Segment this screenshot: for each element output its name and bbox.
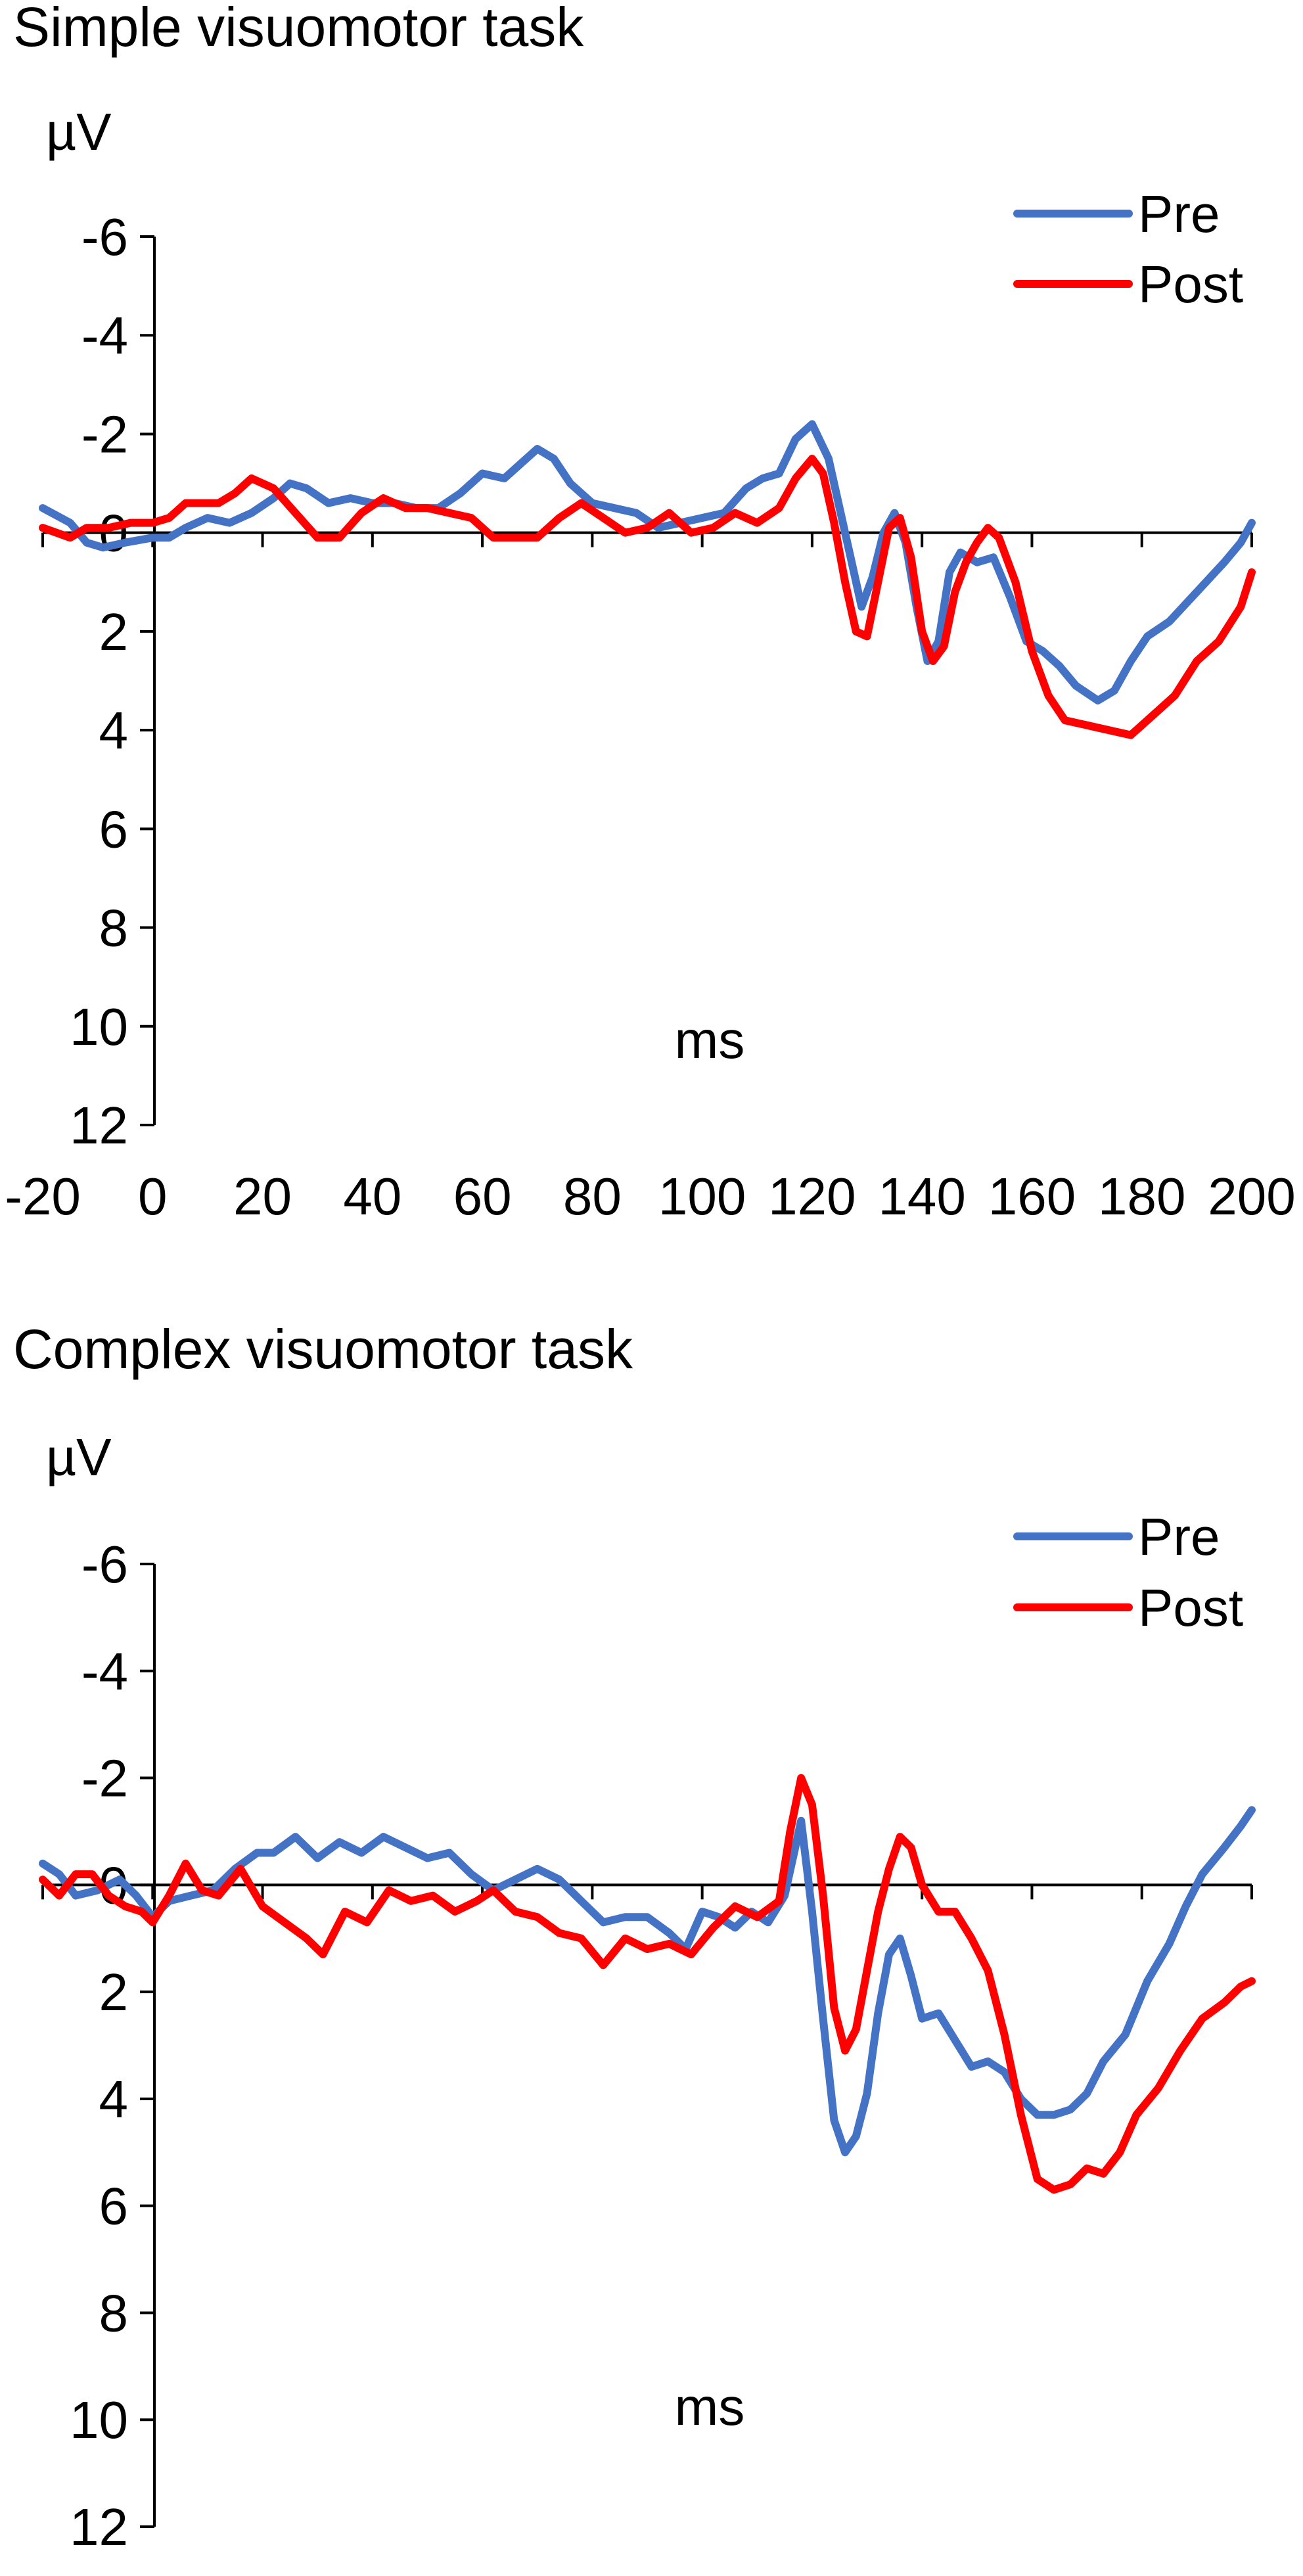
y-tick-label: 10 <box>70 998 128 1056</box>
x-tick-label: 160 <box>988 2567 1076 2576</box>
series-line-pre <box>39 420 1256 704</box>
y-tick-label: 8 <box>99 899 129 957</box>
x-tick-label: 60 <box>453 1167 512 1226</box>
y-tick-label: 8 <box>99 2284 129 2342</box>
x-tick-label: 180 <box>1098 1167 1185 1226</box>
x-tick-label: 120 <box>768 1167 856 1226</box>
chart-title: Complex visuomotor task <box>13 1318 633 1380</box>
x-tick-label: -20 <box>5 2567 81 2576</box>
y-tick-label: 4 <box>99 701 129 760</box>
x-tick-label: 100 <box>658 1167 746 1226</box>
series-line-post <box>39 1774 1256 2194</box>
y-tick-label: -4 <box>81 1642 128 1701</box>
y-tick-label: 12 <box>70 2498 128 2556</box>
x-tick-label: 0 <box>138 1167 168 1226</box>
y-tick-label: 4 <box>99 2070 129 2128</box>
x-tick-label: 40 <box>343 1167 401 1226</box>
x-tick-label: 200 <box>1208 2567 1295 2576</box>
x-tick-label: 140 <box>878 1167 965 1226</box>
y-axis-label: µV <box>46 103 112 161</box>
y-tick-label: -6 <box>81 1535 128 1594</box>
legend-label-post: Post <box>1138 255 1243 313</box>
x-tick-label: 0 <box>138 2567 168 2576</box>
x-tick-label: 140 <box>878 2567 965 2576</box>
x-tick-label: 80 <box>563 2567 622 2576</box>
series-line-post <box>39 455 1256 739</box>
y-axis-label: µV <box>46 1428 112 1486</box>
y-tick-label: 12 <box>70 1096 128 1155</box>
y-tick-label: 6 <box>99 800 129 858</box>
y-tick-label: 6 <box>99 2177 129 2236</box>
x-axis-label: ms <box>675 1011 745 1069</box>
y-tick-label: 10 <box>70 2391 128 2449</box>
x-axis-label: ms <box>675 2378 745 2436</box>
x-tick-label: 120 <box>768 2567 856 2576</box>
legend-label-post: Post <box>1138 1578 1243 1637</box>
legend-label-pre: Pre <box>1138 1507 1220 1566</box>
x-tick-label: 80 <box>563 1167 622 1226</box>
y-tick-label: -4 <box>81 306 128 365</box>
y-tick-label: -6 <box>81 208 128 266</box>
x-tick-label: 180 <box>1098 2567 1185 2576</box>
x-tick-label: 40 <box>343 2567 401 2576</box>
x-tick-label: 20 <box>233 1167 292 1226</box>
x-tick-label: 200 <box>1208 1167 1295 1226</box>
y-tick-label: 2 <box>99 1963 129 2021</box>
y-tick-label: -2 <box>81 1749 128 1808</box>
legend-label-pre: Pre <box>1138 185 1220 243</box>
series-line-pre <box>39 1806 1256 2157</box>
y-tick-label: 2 <box>99 603 129 661</box>
chart-title: Simple visuomotor task <box>13 0 584 58</box>
chart-panel-1: Simple visuomotor taskµV-6-4-2024681012-… <box>5 0 1296 1226</box>
x-tick-label: 20 <box>233 2567 292 2576</box>
x-tick-label: -20 <box>5 1167 81 1226</box>
chart-panel-2: Complex visuomotor taskµV-6-4-2024681012… <box>5 1318 1296 2576</box>
x-tick-label: 160 <box>988 1167 1076 1226</box>
x-tick-label: 100 <box>658 2567 746 2576</box>
y-tick-label: -2 <box>81 405 128 463</box>
x-tick-label: 60 <box>453 2567 512 2576</box>
